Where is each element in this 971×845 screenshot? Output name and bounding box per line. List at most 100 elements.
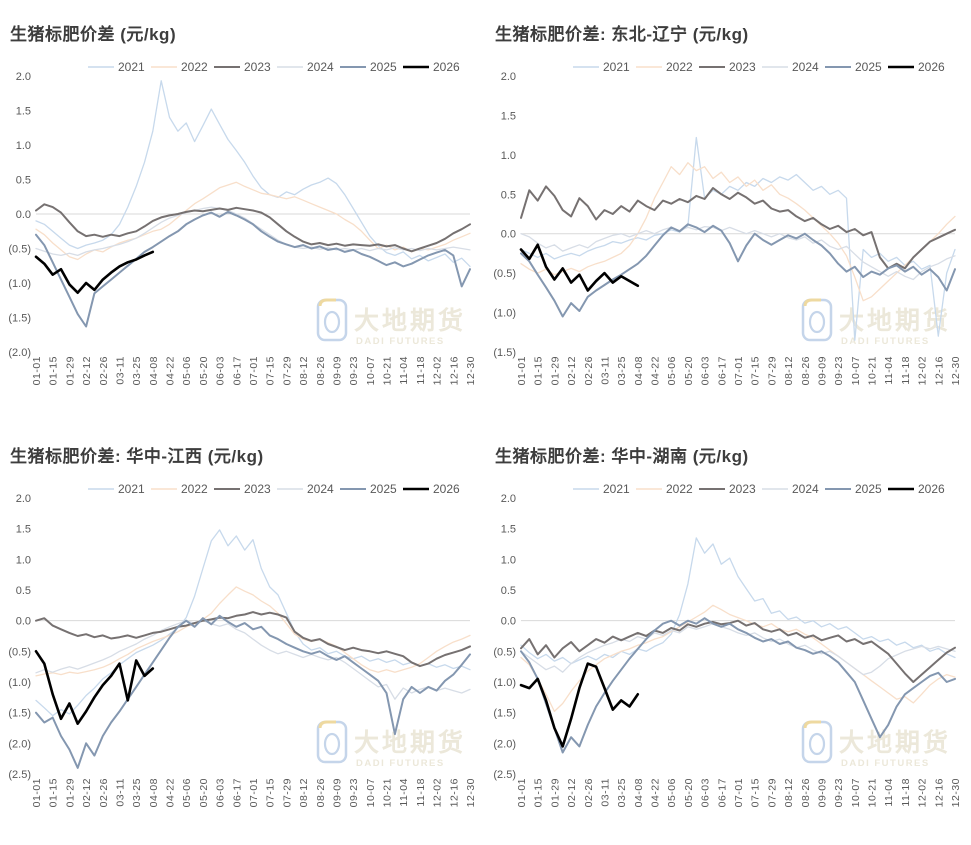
legend-label: 2026 [433, 60, 460, 74]
legend-label: 2023 [244, 60, 271, 74]
watermark-logo-gold-accent [803, 720, 821, 729]
legend-label: 2025 [855, 60, 882, 74]
legend-label: 2024 [792, 60, 819, 74]
x-axis-tick-label: 02-26 [98, 778, 110, 807]
x-axis-tick-label: 07-29 [281, 356, 293, 385]
x-axis-tick-label: 12-02 [917, 356, 929, 385]
x-axis-tick-label: 08-26 [315, 356, 327, 385]
legend-item-2024: 2024 [762, 60, 819, 74]
x-axis-tick-label: 08-12 [298, 356, 310, 385]
legend-item-2026: 2026 [403, 60, 460, 74]
x-axis-tick-label: 04-22 [165, 356, 177, 385]
watermark-logo-inner-shape [808, 310, 826, 334]
watermark-text-en: DADI FUTURES [841, 336, 930, 347]
x-axis-tick-label: 09-23 [348, 356, 360, 385]
x-axis-tick-label: 11-04 [883, 778, 895, 807]
x-axis-tick-label: 03-25 [616, 356, 628, 385]
watermark-text-cn: 大地期货 [354, 306, 466, 335]
x-axis-tick-label: 10-21 [867, 356, 879, 385]
series-line-2024 [520, 623, 956, 676]
legend: 2021 2022 2023 2024 2025 2026 [88, 482, 460, 496]
x-axis-tick-label: 06-17 [716, 778, 728, 807]
x-axis-tick-label: 01-15 [533, 356, 545, 385]
y-axis-tick-label: (2.0) [8, 738, 31, 750]
x-axis-tick-label: 04-22 [650, 356, 662, 385]
x-axis-tick-label: 12-16 [448, 778, 460, 807]
watermark-text-en: DADI FUTURES [356, 336, 445, 347]
x-axis-tick-label: 02-12 [566, 778, 578, 807]
y-axis-tick-label: (2.5) [8, 769, 31, 781]
watermark-text-cn: 大地期货 [839, 728, 951, 757]
y-axis-tick-label: 2.0 [16, 493, 31, 505]
x-axis-tick-label: 05-06 [181, 778, 193, 807]
x-axis-tick-label: 03-25 [616, 778, 628, 807]
y-axis-tick-label: 1.5 [16, 106, 31, 118]
x-axis-tick-label: 12-30 [950, 778, 962, 807]
x-axis-tick-label: 04-08 [633, 778, 645, 807]
y-axis-tick-label: 1.5 [501, 110, 516, 122]
y-axis-tick-label: (1.5) [8, 313, 31, 325]
watermark-text-cn: 大地期货 [354, 728, 466, 757]
x-axis-tick-label: 10-07 [365, 356, 377, 385]
legend-label: 2021 [603, 482, 630, 496]
legend-label: 2025 [855, 482, 882, 496]
x-axis-tick-label: 01-01 [516, 778, 528, 807]
x-axis-tick-label: 07-15 [750, 778, 762, 807]
legend: 2021 2022 2023 2024 2025 2026 [573, 60, 945, 74]
watermark-text-en: DADI FUTURES [356, 758, 445, 769]
x-axis-tick-label: 11-04 [398, 356, 410, 385]
chart-cell-huazhong-hunan: 2.0 1.5 1.0 0.5 0.0 (0.5) (1.0) (1.5) (2.0) (2.5)… [485, 422, 971, 844]
y-axis-tick-label: (1.5) [493, 347, 516, 359]
y-axis-tick-label: 1.0 [501, 554, 516, 566]
chart-canvas-overall: 2.0 1.5 1.0 0.5 0.0 (0.5) (1.0) (1.5) (2.0)01-01… [8, 60, 477, 385]
x-axis-tick-label: 12-02 [432, 778, 444, 807]
series-line-2026 [519, 243, 640, 292]
series-line-2022 [35, 586, 471, 677]
x-axis-tick-label: 08-12 [783, 778, 795, 807]
series-line-2021 [520, 537, 956, 665]
legend-label: 2021 [603, 60, 630, 74]
chart-cell-huazhong-jiangxi: 2.0 1.5 1.0 0.5 0.0 (0.5) (1.0) (1.5) (2.0) (2.5)… [0, 422, 485, 844]
x-axis-tick-label: 09-23 [833, 356, 845, 385]
x-axis-tick-label: 01-01 [31, 778, 43, 807]
x-axis-tick-label: 04-22 [650, 778, 662, 807]
legend-label: 2021 [118, 60, 145, 74]
x-axis-tick-label: 05-06 [666, 778, 678, 807]
x-axis-tick-label: 02-26 [583, 356, 595, 385]
y-axis-tick-label: 2.0 [501, 493, 516, 505]
x-axis-tick-label: 06-17 [231, 356, 243, 385]
legend-item-2025: 2025 [825, 482, 882, 496]
x-axis-tick-label: 12-16 [933, 778, 945, 807]
watermark-logo-icon [801, 720, 833, 764]
y-axis-tick-label: (1.5) [493, 708, 516, 720]
series-line-2023 [520, 185, 956, 270]
legend-item-2021: 2021 [88, 60, 145, 74]
x-axis-tick-label: 07-29 [281, 778, 293, 807]
x-axis-tick-label: 12-30 [465, 778, 477, 807]
watermark-logo-icon [801, 298, 833, 342]
legend: 2021 2022 2023 2024 2025 2026 [88, 60, 460, 74]
x-axis-tick-label: 12-30 [465, 356, 477, 385]
x-axis-tick-label: 01-15 [48, 778, 60, 807]
chart-canvas-huazhong-hunan: 2.0 1.5 1.0 0.5 0.0 (0.5) (1.0) (1.5) (2.0) (2.5)… [493, 482, 962, 807]
y-axis-tick-label: 0.0 [501, 229, 516, 241]
x-axis-tick-label: 02-26 [583, 778, 595, 807]
y-axis-tick-label: (1.0) [8, 677, 31, 689]
legend-label: 2022 [666, 482, 693, 496]
x-axis-tick-label: 01-01 [31, 356, 43, 385]
x-axis-tick-label: 08-12 [783, 356, 795, 385]
x-axis-tick-label: 08-12 [298, 778, 310, 807]
y-axis-tick-label: (0.5) [493, 646, 516, 658]
x-axis-tick-label: 06-17 [231, 778, 243, 807]
x-axis-tick-label: 10-07 [850, 356, 862, 385]
x-axis-tick-label: 04-08 [148, 778, 160, 807]
chart-title: 生猪标肥价差: 华中-湖南 (元/kg) [495, 447, 749, 466]
y-axis-tick-label: 0.0 [501, 616, 516, 628]
chart-title: 生猪标肥价差: 东北-辽宁 (元/kg) [495, 25, 749, 44]
y-axis-tick-label: (0.5) [8, 646, 31, 658]
x-axis-tick-label: 12-02 [432, 356, 444, 385]
x-axis-tick-label: 03-11 [114, 778, 126, 807]
legend-label: 2022 [181, 482, 208, 496]
